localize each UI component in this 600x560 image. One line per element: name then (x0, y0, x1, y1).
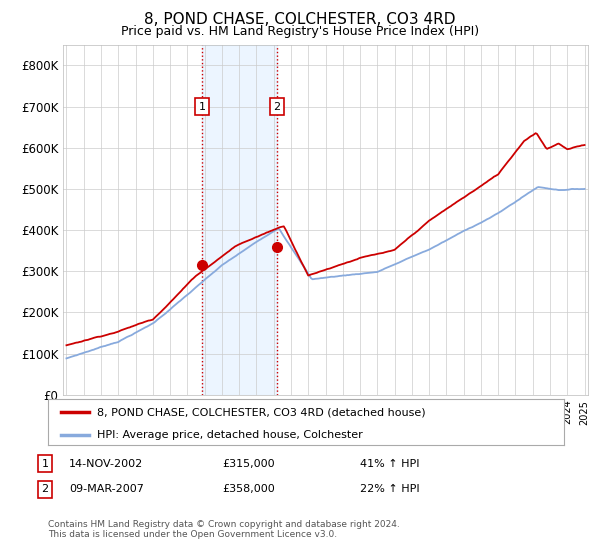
Text: 41% ↑ HPI: 41% ↑ HPI (360, 459, 419, 469)
Text: £315,000: £315,000 (222, 459, 275, 469)
Text: 22% ↑ HPI: 22% ↑ HPI (360, 484, 419, 494)
Text: £358,000: £358,000 (222, 484, 275, 494)
Text: 09-MAR-2007: 09-MAR-2007 (69, 484, 144, 494)
Text: 2: 2 (41, 484, 49, 494)
Bar (202, 45, 277, 395)
Text: 1: 1 (199, 101, 206, 111)
Text: 14-NOV-2002: 14-NOV-2002 (69, 459, 143, 469)
Text: Price paid vs. HM Land Registry's House Price Index (HPI): Price paid vs. HM Land Registry's House … (121, 25, 479, 38)
Text: HPI: Average price, detached house, Colchester: HPI: Average price, detached house, Colc… (97, 430, 363, 440)
Text: 8, POND CHASE, COLCHESTER, CO3 4RD: 8, POND CHASE, COLCHESTER, CO3 4RD (144, 12, 456, 27)
Text: 2: 2 (273, 101, 280, 111)
Text: Contains HM Land Registry data © Crown copyright and database right 2024.
This d: Contains HM Land Registry data © Crown c… (48, 520, 400, 539)
Text: 8, POND CHASE, COLCHESTER, CO3 4RD (detached house): 8, POND CHASE, COLCHESTER, CO3 4RD (deta… (97, 407, 425, 417)
Text: 1: 1 (41, 459, 49, 469)
